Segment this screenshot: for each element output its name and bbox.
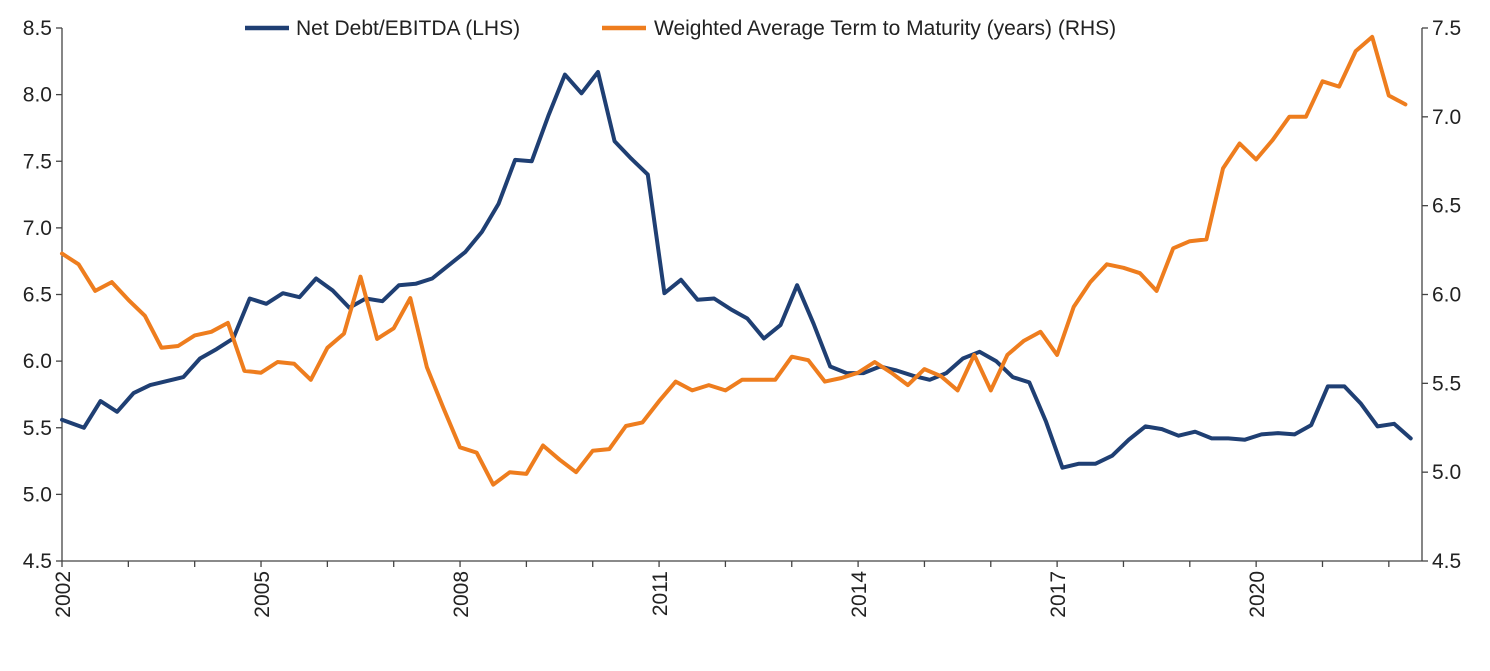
- y-right-tick-label: 5.0: [1432, 461, 1461, 484]
- x-tick-label: 2014: [848, 571, 871, 618]
- x-tick-label: 2017: [1047, 571, 1070, 618]
- y-left-tick-label: 8.5: [23, 17, 52, 40]
- y-left-tick-label: 7.5: [23, 150, 52, 173]
- y-left-tick-label: 4.5: [23, 550, 52, 573]
- y-left-tick-label: 6.5: [23, 284, 52, 307]
- y-right-tick-label: 7.0: [1432, 106, 1461, 129]
- series-layer: [60, 34, 1413, 487]
- y-left-tick-label: 6.0: [23, 350, 52, 373]
- x-tick-label: 2020: [1246, 571, 1269, 618]
- x-tick-label: 2008: [450, 571, 473, 618]
- y-right-tick-label: 6.0: [1432, 284, 1461, 307]
- axes: 4.5 5.0 5.5 6.0 6.5 7.0 7.5 8.0 8.5 4.5 5.0 5.5 6.0 6…: [23, 17, 1461, 618]
- y-right-tick-label: 7.5: [1432, 17, 1461, 40]
- x-tick-label: 2005: [251, 571, 274, 618]
- series-line-net-debt-ebitda: [60, 70, 1413, 470]
- y-right-tick-label: 6.5: [1432, 195, 1461, 218]
- y-left-tick-label: 8.0: [23, 84, 52, 107]
- x-tick-label: 2011: [649, 571, 672, 616]
- series-line-wattm: [60, 34, 1408, 487]
- y-right-tick-label: 4.5: [1432, 550, 1461, 573]
- y-left-tick-label: 5.0: [23, 483, 52, 506]
- legend-label-wattm: Weighted Average Term to Maturity (years…: [654, 17, 1116, 40]
- y-left-tick-label: 5.5: [23, 417, 52, 440]
- y-right-tick-label: 5.5: [1432, 372, 1461, 395]
- x-tick-label: 2002: [52, 571, 75, 618]
- legend: Net Debt/EBITDA (LHS) Weighted Average Te…: [245, 17, 1116, 40]
- y-left-tick-label: 7.0: [23, 217, 52, 240]
- legend-label-net-debt-ebitda: Net Debt/EBITDA (LHS): [296, 17, 520, 40]
